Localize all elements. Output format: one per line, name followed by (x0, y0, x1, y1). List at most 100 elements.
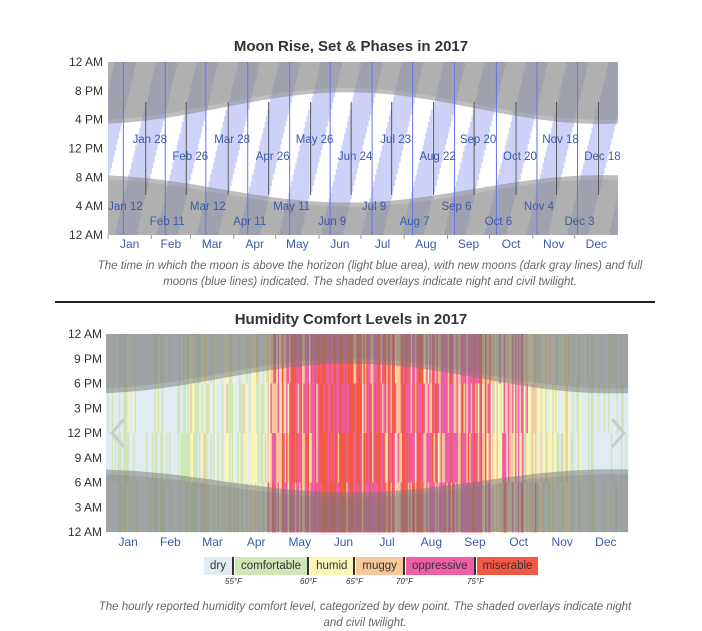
humidity-cell (299, 433, 301, 483)
humidity-cell (153, 433, 156, 483)
humidity-cell (452, 383, 455, 434)
moon-band-segment (106, 96, 108, 185)
humidity-cell (392, 383, 394, 434)
humidity-cell (300, 383, 303, 434)
moon-x-tick: Dec (586, 237, 607, 251)
humidity-cell (290, 383, 293, 434)
humidity-cell (493, 433, 496, 483)
moon-band-segment (310, 102, 313, 192)
moon-band-segment (356, 78, 359, 169)
humidity-cell (108, 433, 111, 483)
humidity-cell (207, 383, 210, 434)
humidity-cell (319, 383, 322, 434)
moon-band-segment (642, 91, 644, 180)
humidity-cell (444, 433, 447, 483)
humidity-cell (582, 433, 585, 483)
humidity-cell (606, 383, 609, 434)
humidity-cell (560, 433, 563, 483)
humidity-cell (201, 433, 204, 483)
humidity-cell (243, 433, 246, 483)
humidity-cell (186, 383, 189, 434)
threshold-label: 60°F (300, 577, 317, 586)
humidity-cell (379, 433, 382, 483)
humidity-cell (260, 433, 263, 483)
humidity-cell (160, 433, 163, 483)
humidity-cell (244, 433, 247, 483)
previous-arrow-icon[interactable] (106, 415, 132, 451)
moon-band-segment (644, 85, 646, 174)
humidity-cell (404, 383, 407, 434)
humidity-cell (592, 433, 595, 483)
moon-band-segment (271, 90, 274, 180)
humidity-cell (420, 433, 423, 483)
humidity-cell (148, 383, 151, 434)
moon-band-segment (631, 139, 633, 228)
moon-band-segment (342, 139, 345, 229)
humidity-cell (164, 433, 167, 483)
humidity-cell (321, 383, 324, 434)
moon-band-segment (272, 84, 275, 175)
humidity-cell (144, 383, 147, 434)
moon-band-segment (591, 127, 594, 217)
moon-band-segment (670, 145, 672, 234)
full-moon-label: Sep 6 (441, 201, 471, 213)
humidity-cell (609, 433, 612, 483)
moon-band-segment (365, 62, 368, 133)
humidity-cell (369, 433, 372, 483)
humidity-cell (585, 383, 588, 434)
humidity-cell (527, 383, 530, 434)
moon-band-segment (550, 127, 553, 217)
humidity-cell (519, 433, 522, 483)
humidity-cell (144, 433, 147, 483)
moon-band-segment (619, 187, 621, 235)
moon-band-segment (663, 62, 665, 91)
moon-band-segment (348, 115, 351, 206)
humidity-cell (114, 433, 117, 483)
humidity-cell (240, 383, 243, 434)
humidity-cell (396, 383, 399, 434)
humidity-cell (351, 433, 354, 483)
humidity-cell (480, 383, 483, 434)
moon-band-segment (338, 157, 341, 235)
moon-band-segment (509, 127, 512, 217)
moon-band-segment (359, 66, 362, 157)
moon-band-segment (300, 139, 303, 229)
humidity-cell (622, 433, 625, 483)
moon-band-segment (441, 66, 444, 157)
humidity-cell (393, 433, 396, 483)
humidity-cell (407, 383, 410, 434)
moon-band-segment (444, 62, 447, 145)
humidity-cell (226, 433, 229, 483)
humidity-cell (130, 433, 133, 483)
humidity-cell (137, 383, 140, 434)
humidity-cell (327, 383, 330, 434)
humidity-cell (267, 383, 270, 434)
humidity-cell (533, 383, 536, 434)
full-moon-label: Jul 9 (362, 201, 386, 213)
moon-band-segment (662, 62, 664, 97)
humidity-cell (550, 433, 553, 483)
moon-band-segment (182, 121, 185, 212)
moon-band-segment (321, 62, 324, 145)
humidity-cell (137, 433, 140, 483)
humidity-cell (625, 383, 628, 434)
humidity-cell (134, 383, 137, 434)
humidity-cell (314, 383, 317, 434)
humidity-cell (565, 433, 568, 483)
humidity-cell (124, 433, 127, 483)
next-arrow-icon[interactable] (604, 415, 630, 451)
humidity-cell (323, 383, 326, 434)
humidity-cell (397, 433, 400, 483)
humidity-cell (462, 383, 465, 434)
humidity-cell (210, 383, 213, 434)
humidity-cell (349, 383, 352, 434)
moon-band-segment (649, 62, 651, 150)
moon-band-segment (479, 78, 482, 169)
humidity-cell (472, 433, 475, 483)
humidity-cell (400, 383, 403, 434)
humidity-cell (343, 383, 346, 434)
humidity-cell (476, 383, 479, 434)
humidity-cell (440, 383, 443, 434)
humidity-cell (460, 433, 463, 483)
moon-band-segment (140, 121, 143, 212)
